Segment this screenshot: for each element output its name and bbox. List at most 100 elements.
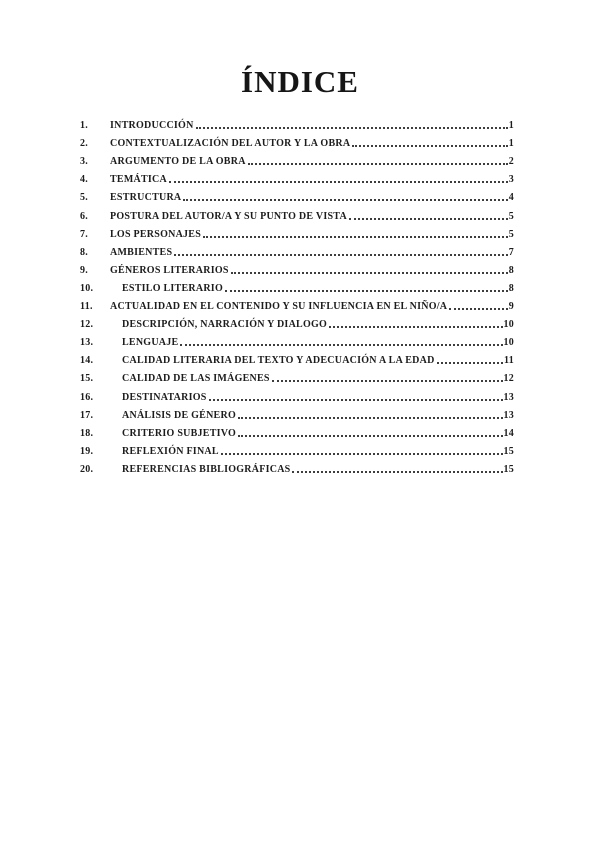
toc-entry[interactable]: 16. DESTINATARIOS 13 — [80, 387, 514, 405]
dot-leader — [169, 181, 508, 184]
dot-leader — [238, 434, 503, 437]
toc-entry[interactable]: 11. ACTUALIDAD EN EL CONTENIDO Y SU INFL… — [80, 297, 514, 315]
dot-leader — [449, 308, 508, 311]
toc-entry[interactable]: 8. AMBIENTES 7 — [80, 243, 514, 261]
toc-entry-page-number: 15 — [503, 463, 514, 475]
toc-entry-number: 20. — [80, 463, 94, 475]
toc-entry-label: LENGUAJE — [122, 337, 179, 349]
dot-leader — [352, 145, 508, 148]
toc-entry-label: CRITERIO SUBJETIVO — [122, 427, 237, 439]
toc-entry[interactable]: 15. CALIDAD DE LAS IMÁGENES 12 — [80, 369, 514, 387]
toc-entry[interactable]: 6. POSTURA DEL AUTOR/A Y SU PUNTO DE VIS… — [80, 206, 514, 224]
toc-entry-number: 11. — [80, 301, 93, 313]
toc-entry-page-number: 7 — [508, 246, 514, 258]
dot-leader — [436, 362, 504, 365]
dot-leader — [220, 452, 503, 455]
dot-leader — [271, 380, 503, 383]
toc-entry[interactable]: 4. TEMÁTICA 3 — [80, 170, 514, 188]
toc-entry-number: 14. — [80, 355, 94, 367]
dot-leader — [183, 199, 508, 202]
toc-entry-label: CALIDAD LITERARIA DEL TEXTO Y ADECUACIÓN… — [122, 355, 435, 367]
toc-entry[interactable]: 19. REFLEXIÓN FINAL 15 — [80, 442, 514, 460]
toc-entry-label: INTRODUCCIÓN — [110, 120, 194, 132]
toc-entry-page-number: 1 — [508, 120, 514, 132]
dot-leader — [247, 163, 508, 166]
toc-entry-number: 19. — [80, 445, 94, 457]
toc-entry-page-number: 2 — [508, 156, 514, 168]
dot-leader — [224, 289, 508, 292]
toc-entry-number: 12. — [80, 319, 94, 331]
toc-entry-label: LOS PERSONAJES — [110, 228, 202, 240]
toc-entry-label: CALIDAD DE LAS IMÁGENES — [122, 373, 270, 385]
toc-entry[interactable]: 2. CONTEXTUALIZACIÓN DEL AUTOR Y LA OBRA… — [80, 134, 514, 152]
toc-entry[interactable]: 5. ESTRUCTURA 4 — [80, 188, 514, 206]
toc-entry-label: DESCRIPCIÓN, NARRACIÓN Y DIALOGO — [122, 319, 328, 331]
toc-entry[interactable]: 17. ANÁLISIS DE GÉNERO 13 — [80, 406, 514, 424]
toc-entry-number: 4. — [80, 174, 88, 186]
dot-leader — [329, 326, 503, 329]
dot-leader — [180, 344, 503, 347]
toc-entry-page-number: 5 — [508, 228, 514, 240]
toc-entry-number: 2. — [80, 138, 88, 150]
toc-entry[interactable]: 12. DESCRIPCIÓN, NARRACIÓN Y DIALOGO 10 — [80, 315, 514, 333]
toc-entry-label: DESTINATARIOS — [122, 391, 207, 403]
toc-entry-label: AMBIENTES — [110, 246, 173, 258]
toc-entry-page-number: 8 — [508, 282, 514, 294]
toc-entry-label: REFLEXIÓN FINAL — [122, 445, 219, 457]
toc-entry-number: 5. — [80, 192, 88, 204]
toc-entry[interactable]: 18. CRITERIO SUBJETIVO 14 — [80, 424, 514, 442]
toc-entry-page-number: 8 — [508, 264, 514, 276]
toc-entry[interactable]: 20. REFERENCIAS BIBLIOGRÁFICAS 15 — [80, 460, 514, 478]
toc-entry-page-number: 12 — [503, 373, 514, 385]
dot-leader — [348, 217, 508, 220]
toc-entry-number: 7. — [80, 228, 88, 240]
toc-entry[interactable]: 7. LOS PERSONAJES 5 — [80, 225, 514, 243]
toc-entry-label: CONTEXTUALIZACIÓN DEL AUTOR Y LA OBRA — [110, 138, 351, 150]
toc-entry-number: 16. — [80, 391, 94, 403]
toc-entry-label: TEMÁTICA — [110, 174, 168, 186]
toc-entry-number: 18. — [80, 427, 94, 439]
dot-leader — [292, 470, 503, 473]
dot-leader — [237, 416, 503, 419]
toc-entry-label: POSTURA DEL AUTOR/A Y SU PUNTO DE VISTA — [110, 210, 347, 222]
toc-entry-number: 6. — [80, 210, 88, 222]
toc-entry-number: 9. — [80, 264, 88, 276]
toc-entry-page-number: 3 — [508, 174, 514, 186]
toc-entry[interactable]: 9. GÉNEROS LITERARIOS 8 — [80, 261, 514, 279]
toc-entry-number: 10. — [80, 282, 94, 294]
toc-entry-page-number: 10 — [503, 319, 514, 331]
toc-entry-label: REFERENCIAS BIBLIOGRÁFICAS — [122, 463, 291, 475]
toc-entry[interactable]: 14. CALIDAD LITERARIA DEL TEXTO Y ADECUA… — [80, 351, 514, 369]
toc-entry-page-number: 13 — [503, 409, 514, 421]
toc-entry[interactable]: 1. INTRODUCCIÓN 1 — [80, 116, 514, 134]
toc-entry-page-number: 13 — [503, 391, 514, 403]
toc-entry-page-number: 11 — [504, 355, 514, 367]
toc-entry-page-number: 9 — [508, 301, 514, 313]
toc-entry-number: 13. — [80, 337, 94, 349]
page-title: ÍNDICE — [241, 64, 359, 99]
toc-entry-label: GÉNEROS LITERARIOS — [110, 264, 229, 276]
toc-entry-label: ARGUMENTO DE LA OBRA — [110, 156, 246, 168]
dot-leader — [208, 398, 503, 401]
toc-entry-page-number: 5 — [508, 210, 514, 222]
dot-leader — [195, 127, 508, 130]
toc-entry-page-number: 14 — [503, 427, 514, 439]
toc-entry-number: 15. — [80, 373, 94, 385]
toc-entry-label: ESTRUCTURA — [110, 192, 182, 204]
toc-entry-label: ACTUALIDAD EN EL CONTENIDO Y SU INFLUENC… — [110, 301, 448, 313]
toc-entry-number: 1. — [80, 120, 88, 132]
toc-entry-number: 17. — [80, 409, 94, 421]
dot-leader — [174, 253, 508, 256]
toc-entry-page-number: 1 — [508, 138, 514, 150]
toc-entry[interactable]: 10. ESTILO LITERARIO 8 — [80, 279, 514, 297]
toc-entry[interactable]: 13. LENGUAJE 10 — [80, 333, 514, 351]
toc-entry-page-number: 4 — [508, 192, 514, 204]
toc-entry-label: ESTILO LITERARIO — [122, 282, 223, 294]
dot-leader — [230, 271, 508, 274]
dot-leader — [203, 235, 508, 238]
toc-entry[interactable]: 3. ARGUMENTO DE LA OBRA 2 — [80, 152, 514, 170]
toc-entry-number: 8. — [80, 246, 88, 258]
toc-entry-page-number: 10 — [503, 337, 514, 349]
toc-entry-page-number: 15 — [503, 445, 514, 457]
